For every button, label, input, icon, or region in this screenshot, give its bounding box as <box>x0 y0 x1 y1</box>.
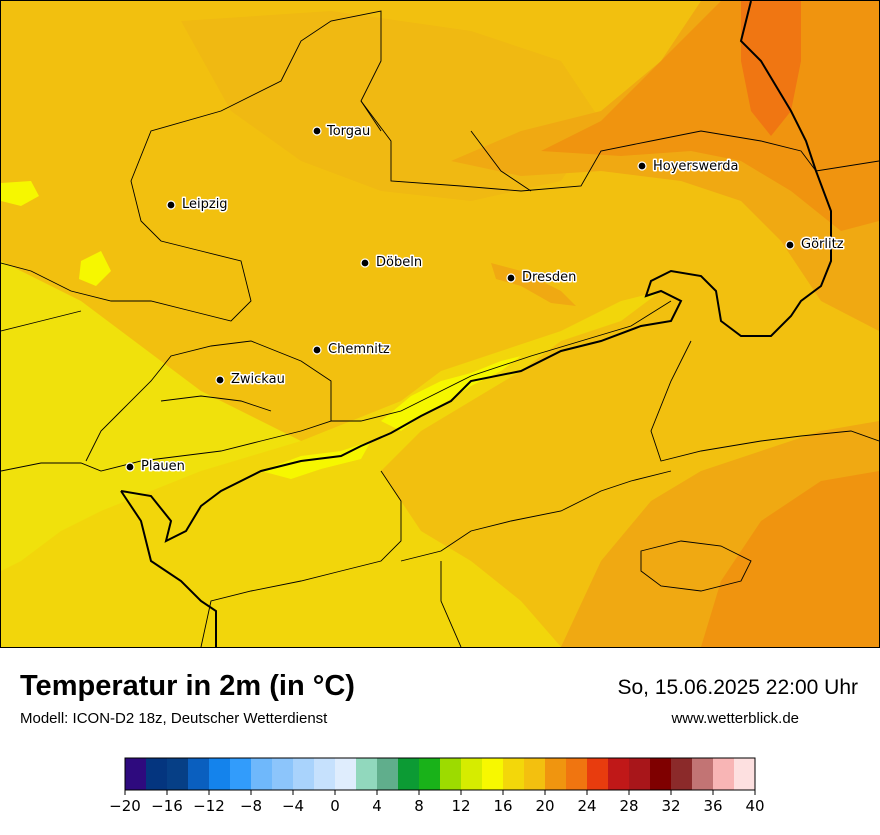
country-border <box>120 1 832 647</box>
city-dot <box>312 126 322 136</box>
temperature-map[interactable]: Torgau Hoyerswerda Leipzig Görlitz Döbel… <box>0 0 880 648</box>
city-dot <box>215 375 225 385</box>
legend-tick-label: 36 <box>703 797 722 815</box>
legend-swatch <box>629 758 651 790</box>
legend-swatch <box>713 758 735 790</box>
legend-swatch <box>167 758 189 790</box>
legend-swatch <box>230 758 252 790</box>
city-label-hoyerswerda: Hoyerswerda <box>653 159 739 174</box>
city-goerlitz[interactable]: Görlitz <box>785 236 845 254</box>
city-label-plauen: Plauen <box>141 459 185 474</box>
legend-swatch <box>671 758 693 790</box>
legend-tick-label: 28 <box>619 797 638 815</box>
website-link[interactable]: www.wetterblick.de <box>671 710 799 727</box>
legend-swatch <box>482 758 504 790</box>
legend-frame <box>124 757 756 791</box>
legend-swatch <box>461 758 483 790</box>
legend-tick-label: 16 <box>493 797 512 815</box>
city-hoyerswerda[interactable]: Hoyerswerda <box>637 158 740 176</box>
legend-swatch <box>398 758 420 790</box>
legend-swatch <box>692 758 714 790</box>
legend-tick-label: −16 <box>151 797 183 815</box>
legend-tick-label: 12 <box>451 797 470 815</box>
city-dot <box>506 273 516 283</box>
forecast-datetime: So, 15.06.2025 22:00 Uhr <box>617 676 858 699</box>
city-label-leipzig: Leipzig <box>182 197 228 212</box>
legend-tick-label: −8 <box>240 797 262 815</box>
legend-swatch <box>566 758 588 790</box>
legend-swatch <box>293 758 315 790</box>
temperature-zone-22c-se <box>701 471 879 647</box>
city-dot <box>125 462 135 472</box>
legend-swatch <box>377 758 399 790</box>
legend-tick-label: 32 <box>661 797 680 815</box>
city-label-torgau: Torgau <box>326 124 370 139</box>
legend-swatch <box>188 758 210 790</box>
legend-swatch <box>545 758 567 790</box>
temperature-zone-16c-far-nw <box>1 181 39 206</box>
legend-swatch <box>524 758 546 790</box>
city-label-chemnitz: Chemnitz <box>328 342 390 357</box>
legend-swatch <box>125 758 147 790</box>
city-dot <box>637 161 647 171</box>
legend-tick-label: 4 <box>372 797 382 815</box>
legend-swatch <box>587 758 609 790</box>
map-title: Temperatur in 2m (in °C) <box>20 670 355 702</box>
legend-swatch <box>503 758 525 790</box>
legend-swatch <box>440 758 462 790</box>
temperature-zone-15c <box>1 261 301 571</box>
city-leipzig[interactable]: Leipzig <box>166 196 229 214</box>
legend-swatch <box>146 758 168 790</box>
city-chemnitz[interactable]: Chemnitz <box>312 341 391 359</box>
legend-swatch <box>251 758 273 790</box>
legend-swatch <box>650 758 672 790</box>
legend-tick-label: 0 <box>330 797 340 815</box>
city-torgau[interactable]: Torgau <box>312 123 372 141</box>
city-dot <box>360 258 370 268</box>
city-label-dresden: Dresden <box>522 270 576 285</box>
district-borders <box>1 10 879 647</box>
city-dresden[interactable]: Dresden <box>506 269 578 287</box>
legend-swatch <box>314 758 336 790</box>
city-doebeln[interactable]: Döbeln <box>360 254 424 272</box>
legend-tick-label: 24 <box>577 797 596 815</box>
color-legend: −20 −16 −12 −8 −4 0 4 8 12 16 20 24 28 32 36 40 <box>0 748 880 830</box>
legend-tick-label: 8 <box>414 797 424 815</box>
legend-swatch <box>356 758 378 790</box>
legend-tick-label: −12 <box>193 797 225 815</box>
legend-tick-label: 40 <box>745 797 764 815</box>
temperature-zone-16c-nw <box>79 251 111 286</box>
city-dot <box>312 345 322 355</box>
legend-tick-label: −20 <box>109 797 141 815</box>
map-canvas: Torgau Hoyerswerda Leipzig Görlitz Döbel… <box>1 1 879 647</box>
legend-swatch <box>608 758 630 790</box>
legend-swatch <box>734 758 756 790</box>
city-markers: Torgau Hoyerswerda Leipzig Görlitz Döbel… <box>125 123 845 476</box>
city-plauen[interactable]: Plauen <box>125 458 186 476</box>
legend-tick-label: −4 <box>282 797 304 815</box>
city-label-goerlitz: Görlitz <box>801 237 844 252</box>
model-source: Modell: ICON-D2 18z, Deutscher Wetterdie… <box>20 710 328 727</box>
legend-swatch <box>272 758 294 790</box>
city-label-zwickau: Zwickau <box>231 372 285 387</box>
city-label-doebeln: Döbeln <box>376 255 422 270</box>
temperature-zone-16c <box>381 356 521 431</box>
city-dot <box>166 200 176 210</box>
legend-swatch <box>209 758 231 790</box>
legend-swatch <box>419 758 441 790</box>
legend-tick-label: 20 <box>535 797 554 815</box>
legend-swatch <box>335 758 357 790</box>
legend-canvas: −20 −16 −12 −8 −4 0 4 8 12 16 20 24 28 32 36 40 <box>109 757 765 815</box>
city-zwickau[interactable]: Zwickau <box>215 371 286 389</box>
city-dot <box>785 240 795 250</box>
